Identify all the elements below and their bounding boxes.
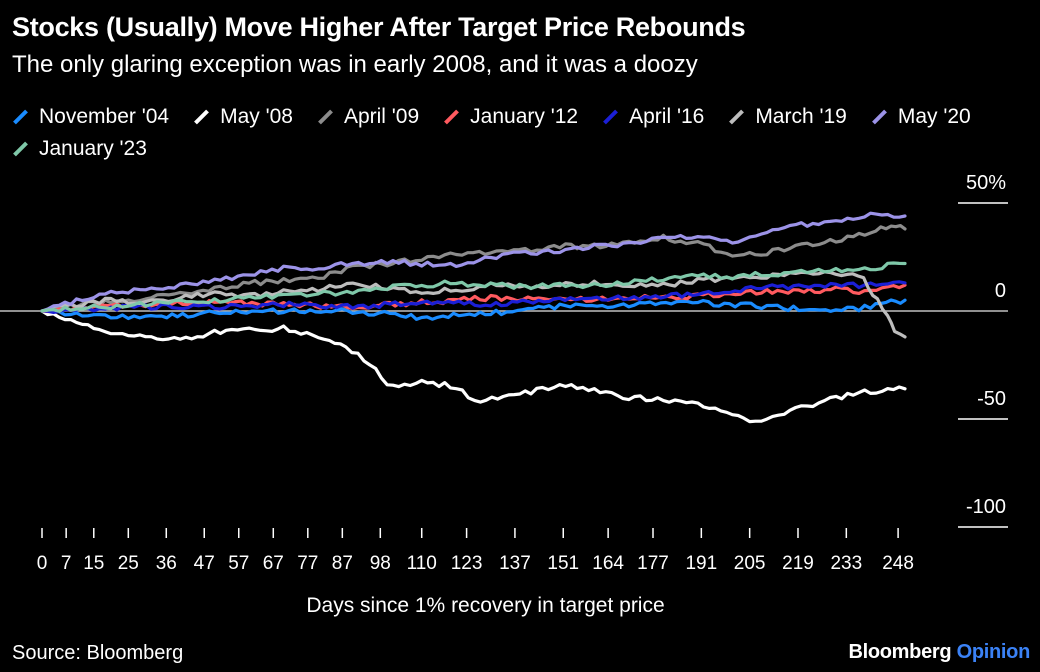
y-tick-label: 0 (995, 280, 1006, 302)
legend-label: April '09 (343, 105, 420, 128)
x-tick-label: 137 (499, 553, 531, 574)
legend-item: April '09 (317, 104, 419, 130)
legend-item: May '20 (871, 104, 971, 130)
x-tick-label: 67 (263, 553, 284, 574)
x-tick-label: 47 (194, 553, 215, 574)
source-note: Source: Bloomberg (12, 642, 184, 664)
legend-label: May '08 (220, 105, 293, 128)
x-tick-label: 191 (685, 553, 717, 574)
x-tick-label: 151 (547, 553, 579, 574)
legend-label: November '04 (39, 105, 170, 128)
x-axis-label: Days since 1% recovery in target price (306, 594, 664, 617)
x-tick-label: 248 (882, 553, 914, 574)
x-tick-label: 57 (228, 553, 249, 574)
x-tick-label: 233 (830, 553, 862, 574)
x-tick-label: 7 (61, 553, 72, 574)
x-tick-label: 0 (37, 553, 48, 574)
legend: November '04 May '08 April '09 January '12 A… (12, 104, 1012, 162)
x-tick-label: 219 (782, 553, 814, 574)
series-line (40, 280, 907, 314)
series-line (40, 224, 907, 313)
x-tick-label: 25 (118, 553, 139, 574)
legend-item: January '23 (12, 136, 147, 162)
series-line (40, 309, 907, 424)
legend-label: January '23 (39, 137, 147, 160)
y-tick-label: -100 (966, 496, 1006, 518)
x-tick-label: 177 (637, 553, 669, 574)
legend-label: January '12 (470, 105, 579, 128)
y-tick-label: -50 (977, 388, 1006, 410)
x-tick-label: 15 (83, 553, 104, 574)
series-line (40, 298, 907, 321)
chart-title: Stocks (Usually) Move Higher After Targe… (12, 12, 746, 42)
legend-label: April '16 (629, 105, 705, 128)
series-line (40, 261, 907, 313)
x-tick-label: 164 (592, 553, 624, 574)
x-tick-label: 77 (297, 553, 318, 574)
legend-item: November '04 (12, 104, 169, 130)
y-tick-label: 50% (966, 172, 1006, 194)
series-line (40, 211, 907, 313)
legend-label: March '19 (755, 105, 847, 128)
legend-item: May '08 (193, 104, 293, 130)
legend-item: March '19 (728, 104, 847, 130)
brand-name: Bloomberg (848, 641, 952, 663)
x-tick-label: 98 (370, 553, 391, 574)
x-tick-label: 87 (332, 553, 353, 574)
brand-product: Opinion (956, 641, 1031, 663)
legend-item: January '12 (443, 104, 578, 130)
chart-subtitle: The only glaring exception was in early … (12, 51, 698, 78)
legend-label: May '20 (897, 105, 971, 128)
x-tick-label: 123 (451, 553, 483, 574)
x-tick-label: 205 (734, 553, 766, 574)
brand-logo: Bloomberg Opinion (848, 641, 1030, 664)
x-tick-label: 110 (407, 553, 437, 574)
x-tick-label: 36 (156, 553, 177, 574)
legend-item: April '16 (602, 104, 704, 130)
